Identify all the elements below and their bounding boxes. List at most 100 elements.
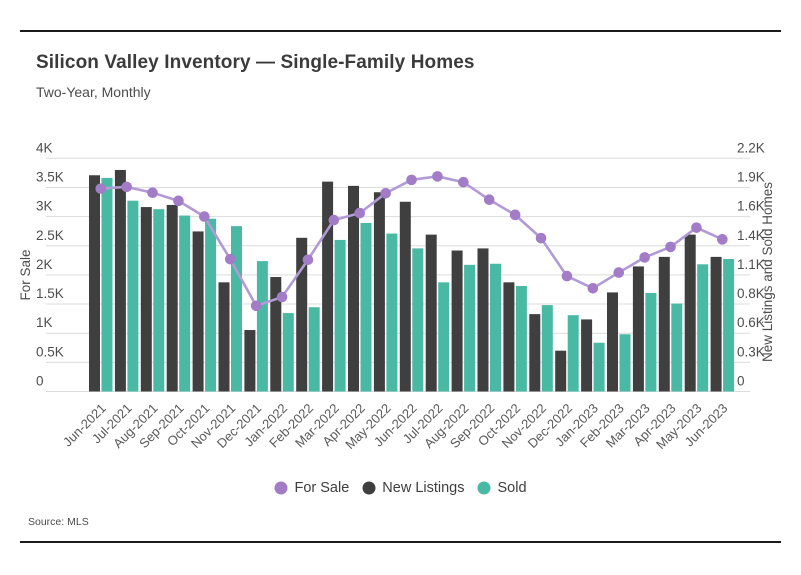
right-axis-tick-label: 1.9K [737,169,765,184]
legend-label-new-listings: New Listings [382,480,465,496]
new-listings-bar [140,207,152,392]
new-listings-bar [322,181,334,392]
new-listings-bar [399,201,411,392]
for-sale-point [199,211,210,222]
sold-bar [282,313,294,392]
legend-item-sold: Sold [477,480,527,496]
sold-bar [153,209,165,392]
bottom-rule [20,541,781,543]
for-sale-point [717,234,728,245]
new-listings-bar [244,330,256,392]
sold-bar [593,342,605,392]
for-sale-point [121,181,132,193]
for-sale-point [354,207,366,219]
for-sale-point [432,171,443,182]
for-sale-point [173,195,184,207]
sold-bar [567,315,579,392]
new-listings-bar [684,234,696,392]
for-sale-point [380,187,391,199]
line-layer [95,171,728,312]
new-listings-bar [581,319,593,392]
sold-marker-icon [477,481,491,495]
sold-bar [697,264,709,392]
legend-item-new-listings: New Listings [362,480,464,496]
for-sale-point [147,187,158,198]
chart-legend: For Sale New Listings Sold [0,480,801,496]
right-axis-tick-label: 0.6K [737,315,765,330]
for-sale-point [691,222,702,233]
for-sale-point [587,283,599,294]
sold-bar [464,264,476,392]
for-sale-point [328,214,340,226]
new-listings-bar [166,204,178,392]
new-listings-bar [710,256,722,392]
sold-bar [515,286,527,392]
page-subtitle: Two-Year, Monthly [36,84,151,100]
for-sale-point [639,252,650,263]
for-sale-point [95,183,107,194]
new-listings-bar [218,282,230,392]
new-listings-bar [555,350,567,392]
new-listings-bar [425,234,437,392]
new-listings-bar [114,169,126,392]
new-listings-bar [270,277,282,392]
left-axis-tick-label: 4K [36,140,53,155]
left-axis-tick-label: 1K [36,315,53,330]
left-axis-tick-label: 3K [36,199,53,214]
left-axis-title: For Sale [18,249,33,300]
left-axis-tick-label: 2K [36,257,53,272]
sold-bar [412,248,424,392]
right-axis-tick-label: 0 [737,374,745,389]
sold-bar [127,200,139,392]
sold-bar [231,226,242,392]
for-sale-point [458,176,469,188]
for-sale-point [613,267,625,278]
left-axis-tick-label: 3.5K [36,169,64,184]
source-note: Source: MLS [28,516,89,528]
new-listings-bar [192,231,204,392]
sold-bar [619,334,631,392]
legend-item-for-sale: For Sale [274,480,349,496]
for-sale-point [483,194,495,205]
sold-bar [438,282,450,392]
new-listings-bar [89,175,100,392]
new-listings-bar [607,292,618,392]
for-sale-point [250,300,262,312]
legend-label-sold: Sold [497,480,527,496]
x-axis-labels-layer: Jun-2021Jul-2021Aug-2021Sep-2021Oct-2021… [60,401,731,452]
right-axis-tick-label: 2.2K [737,140,765,155]
new-listings-bar [529,314,541,392]
new-listings-bar [348,185,359,392]
sold-bar [490,263,501,392]
for-sale-point [406,174,417,186]
sold-bar [671,303,683,392]
new-listings-bar [477,248,489,392]
sold-bar [334,239,346,392]
for-sale-point [665,241,676,253]
for-sale-point [224,253,236,265]
sold-bar [308,307,320,392]
new-listings-bar [451,250,463,392]
legend-swatch [477,481,491,495]
for-sale-marker-icon [274,481,288,495]
new-listings-bar [658,256,670,392]
legend-swatch [362,481,376,495]
right-axis-tick-label: 1.1K [737,257,765,272]
sold-bar [645,292,657,392]
right-axis-tick-label: 1.6K [737,199,765,214]
bars-layer [89,169,735,392]
page-title: Silicon Valley Inventory — Single-Family… [36,52,475,73]
legend-swatch [274,481,288,495]
left-axis-tick-label: 1.5K [36,286,64,301]
for-sale-point [535,232,547,244]
legend-label-for-sale: For Sale [294,480,350,496]
new-listings-bar [632,266,644,392]
left-axis-tick-label: 0.5K [36,344,64,359]
new-listings-bar [373,192,385,392]
left-axis-tick-label: 0 [36,374,44,389]
left-axis-tick-label: 2.5K [36,228,64,243]
for-sale-point [302,254,314,266]
new-listings-bar [503,282,515,392]
